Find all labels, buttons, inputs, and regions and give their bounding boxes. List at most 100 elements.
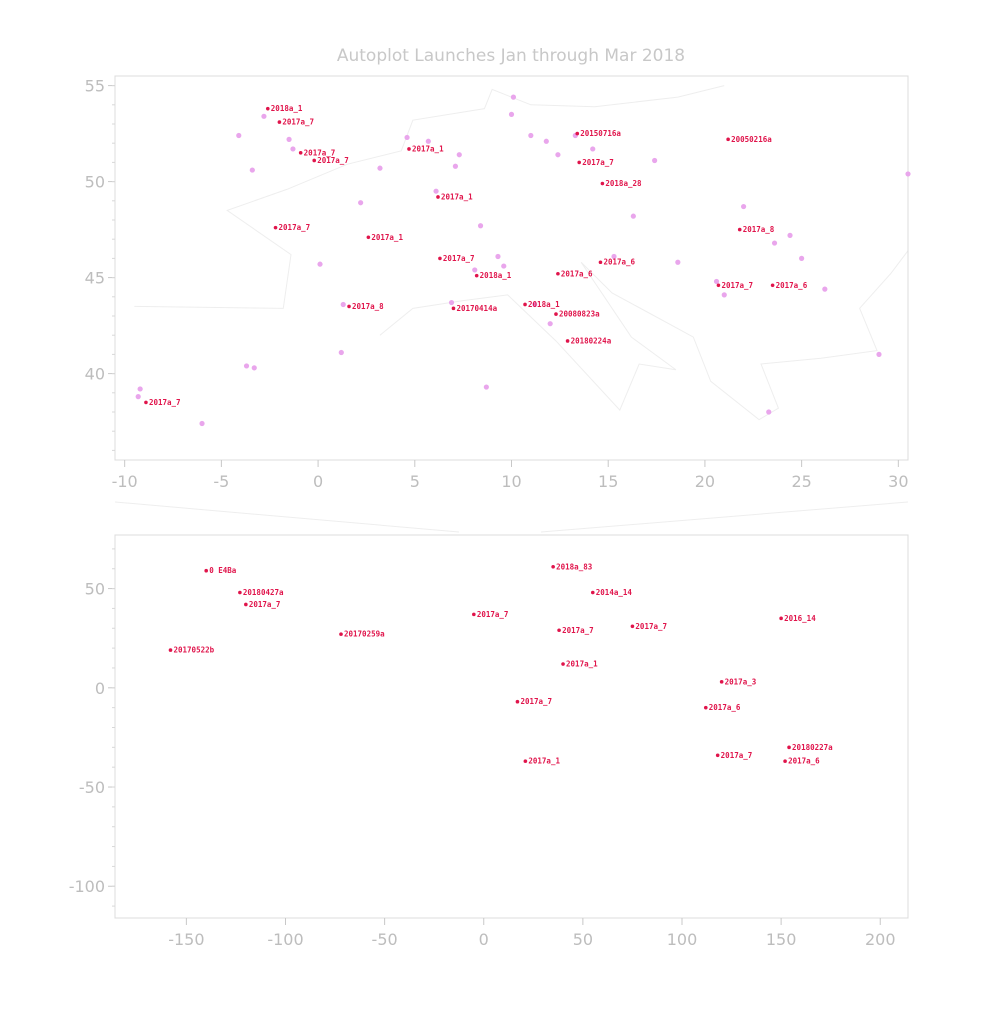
europe-x-tick-label: 25 bbox=[791, 472, 811, 491]
europe-launch-label: 2017a_7 bbox=[279, 223, 311, 232]
europe-launch-label: 2017a_7 bbox=[282, 118, 314, 127]
europe-launch-label: 2018a_28 bbox=[605, 179, 642, 188]
europe-panel: -10 -5 0 5 10 15 20 25 30404550552018a_12017a_72… bbox=[85, 75, 911, 491]
world-launch-point bbox=[551, 564, 555, 569]
europe-location-point bbox=[501, 263, 507, 269]
world-x-tick-label: -150 bbox=[168, 930, 204, 949]
world-launch-label: 20170522b bbox=[174, 646, 215, 655]
europe-x-tick-label: 30 bbox=[888, 472, 908, 491]
world-launch-point bbox=[590, 590, 595, 595]
world-launch-label: 2018a_83 bbox=[556, 562, 593, 571]
world-y-tick-label: 0 bbox=[95, 679, 105, 698]
europe-launch-label: 20170414a bbox=[456, 304, 497, 313]
europe-x-tick-label: -10 bbox=[112, 472, 138, 491]
europe-location-point bbox=[611, 253, 617, 260]
europe-y-tick-label: 55 bbox=[85, 77, 105, 96]
coastline-south bbox=[379, 250, 909, 421]
zoom-connector-right bbox=[540, 501, 909, 533]
world-launch-point bbox=[719, 680, 724, 684]
world-launch-label: 2017a_1 bbox=[566, 659, 598, 668]
world-launch-point bbox=[715, 753, 720, 758]
world-launch-point bbox=[557, 628, 561, 633]
europe-x-tick-label: -5 bbox=[213, 472, 229, 491]
world-launch-point bbox=[204, 568, 208, 573]
europe-location-point bbox=[652, 157, 658, 164]
europe-location-point bbox=[358, 200, 364, 206]
europe-location-point bbox=[477, 223, 484, 229]
world-launch-point bbox=[472, 612, 476, 617]
europe-x-tick-label: 0 bbox=[313, 472, 323, 491]
world-launch-label: 20170259a bbox=[344, 630, 385, 639]
world-x-tick-label: 200 bbox=[865, 930, 896, 949]
europe-location-point bbox=[555, 152, 561, 158]
europe-location-point bbox=[251, 365, 257, 371]
europe-location-point bbox=[338, 349, 344, 356]
europe-launch-point bbox=[554, 312, 558, 316]
europe-location-point bbox=[286, 136, 292, 142]
europe-location-point bbox=[433, 188, 439, 194]
europe-location-point bbox=[590, 146, 596, 152]
world-launch-label: 2017a_6 bbox=[709, 703, 741, 712]
europe-x-tick-label: 20 bbox=[695, 472, 715, 491]
world-y-tick-label: -100 bbox=[69, 877, 105, 896]
world-launch-label: 2017a_6 bbox=[788, 757, 820, 766]
europe-launch-point bbox=[556, 271, 560, 276]
europe-location-point bbox=[495, 253, 501, 260]
world-panel: -150 -100 -50 0 50 100 150 200 50 0 -50 -100 0 E4Ba 2… bbox=[69, 534, 909, 949]
world-launch-point bbox=[561, 662, 565, 666]
europe-launch-point bbox=[451, 306, 456, 311]
zoom-connector-left bbox=[114, 501, 460, 533]
europe-launch-label: 2017a_8 bbox=[743, 225, 775, 234]
world-plot-frame bbox=[114, 534, 909, 919]
world-launch-label: 2014a_14 bbox=[596, 588, 633, 597]
world-launch-label: 0 E4Ba bbox=[209, 566, 237, 575]
world-launch-point bbox=[630, 624, 635, 629]
world-launch-label: 2017a_7 bbox=[562, 626, 594, 635]
europe-location-point bbox=[510, 94, 517, 100]
europe-x-tick-label: 15 bbox=[598, 472, 618, 491]
europe-launch-point bbox=[298, 151, 303, 155]
chart-title: Autoplot Launches Jan through Mar 2018 bbox=[337, 46, 685, 66]
europe-location-point bbox=[317, 261, 323, 267]
europe-location-point bbox=[528, 132, 534, 139]
world-launch-label: 2017a_7 bbox=[477, 610, 509, 619]
world-launch-label: 2016_14 bbox=[784, 614, 816, 623]
europe-x-tick-label: 10 bbox=[501, 472, 521, 491]
world-x-tick-label: 100 bbox=[667, 930, 698, 949]
world-launch-label: 20180427a bbox=[243, 588, 284, 597]
europe-launch-point bbox=[600, 181, 605, 186]
europe-location-point bbox=[456, 152, 462, 158]
europe-launch-label: 20150716a bbox=[580, 129, 621, 138]
europe-location-point bbox=[472, 267, 478, 273]
europe-location-point bbox=[425, 138, 431, 144]
europe-location-point bbox=[483, 384, 489, 390]
europe-launch-label: 2017a_7 bbox=[721, 281, 753, 290]
europe-launch-label: 2017a_7 bbox=[317, 156, 349, 165]
europe-location-point bbox=[787, 232, 793, 238]
europe-launch-label: 2017a_8 bbox=[352, 302, 384, 311]
europe-launch-point bbox=[726, 137, 730, 142]
europe-launch-point bbox=[273, 225, 278, 230]
europe-launch-point bbox=[438, 256, 442, 261]
europe-location-point bbox=[243, 363, 250, 369]
europe-location-point bbox=[340, 301, 346, 308]
europe-launch-point bbox=[577, 160, 581, 165]
europe-plot-frame bbox=[114, 75, 909, 461]
europe-launch-point bbox=[407, 147, 411, 151]
europe-location-point bbox=[630, 213, 636, 219]
europe-location-point bbox=[249, 167, 255, 173]
world-y-tick-label: 50 bbox=[85, 580, 105, 599]
world-launch-label: 2017a_3 bbox=[725, 677, 757, 686]
europe-launch-label: 2017a_7 bbox=[582, 158, 614, 167]
world-launch-point bbox=[244, 602, 248, 607]
europe-launch-label: 2017a_1 bbox=[371, 233, 403, 242]
europe-location-point bbox=[547, 321, 553, 327]
world-y-tick-label: -50 bbox=[79, 778, 105, 797]
europe-launch-label: 20180224a bbox=[571, 336, 612, 345]
europe-launch-point bbox=[436, 195, 440, 199]
world-launch-label: 20180227a bbox=[792, 743, 833, 752]
world-launch-label: 2017a_7 bbox=[520, 697, 552, 706]
europe-launch-label: 2018a_1 bbox=[528, 300, 560, 309]
europe-y-tick-label: 45 bbox=[85, 269, 105, 288]
